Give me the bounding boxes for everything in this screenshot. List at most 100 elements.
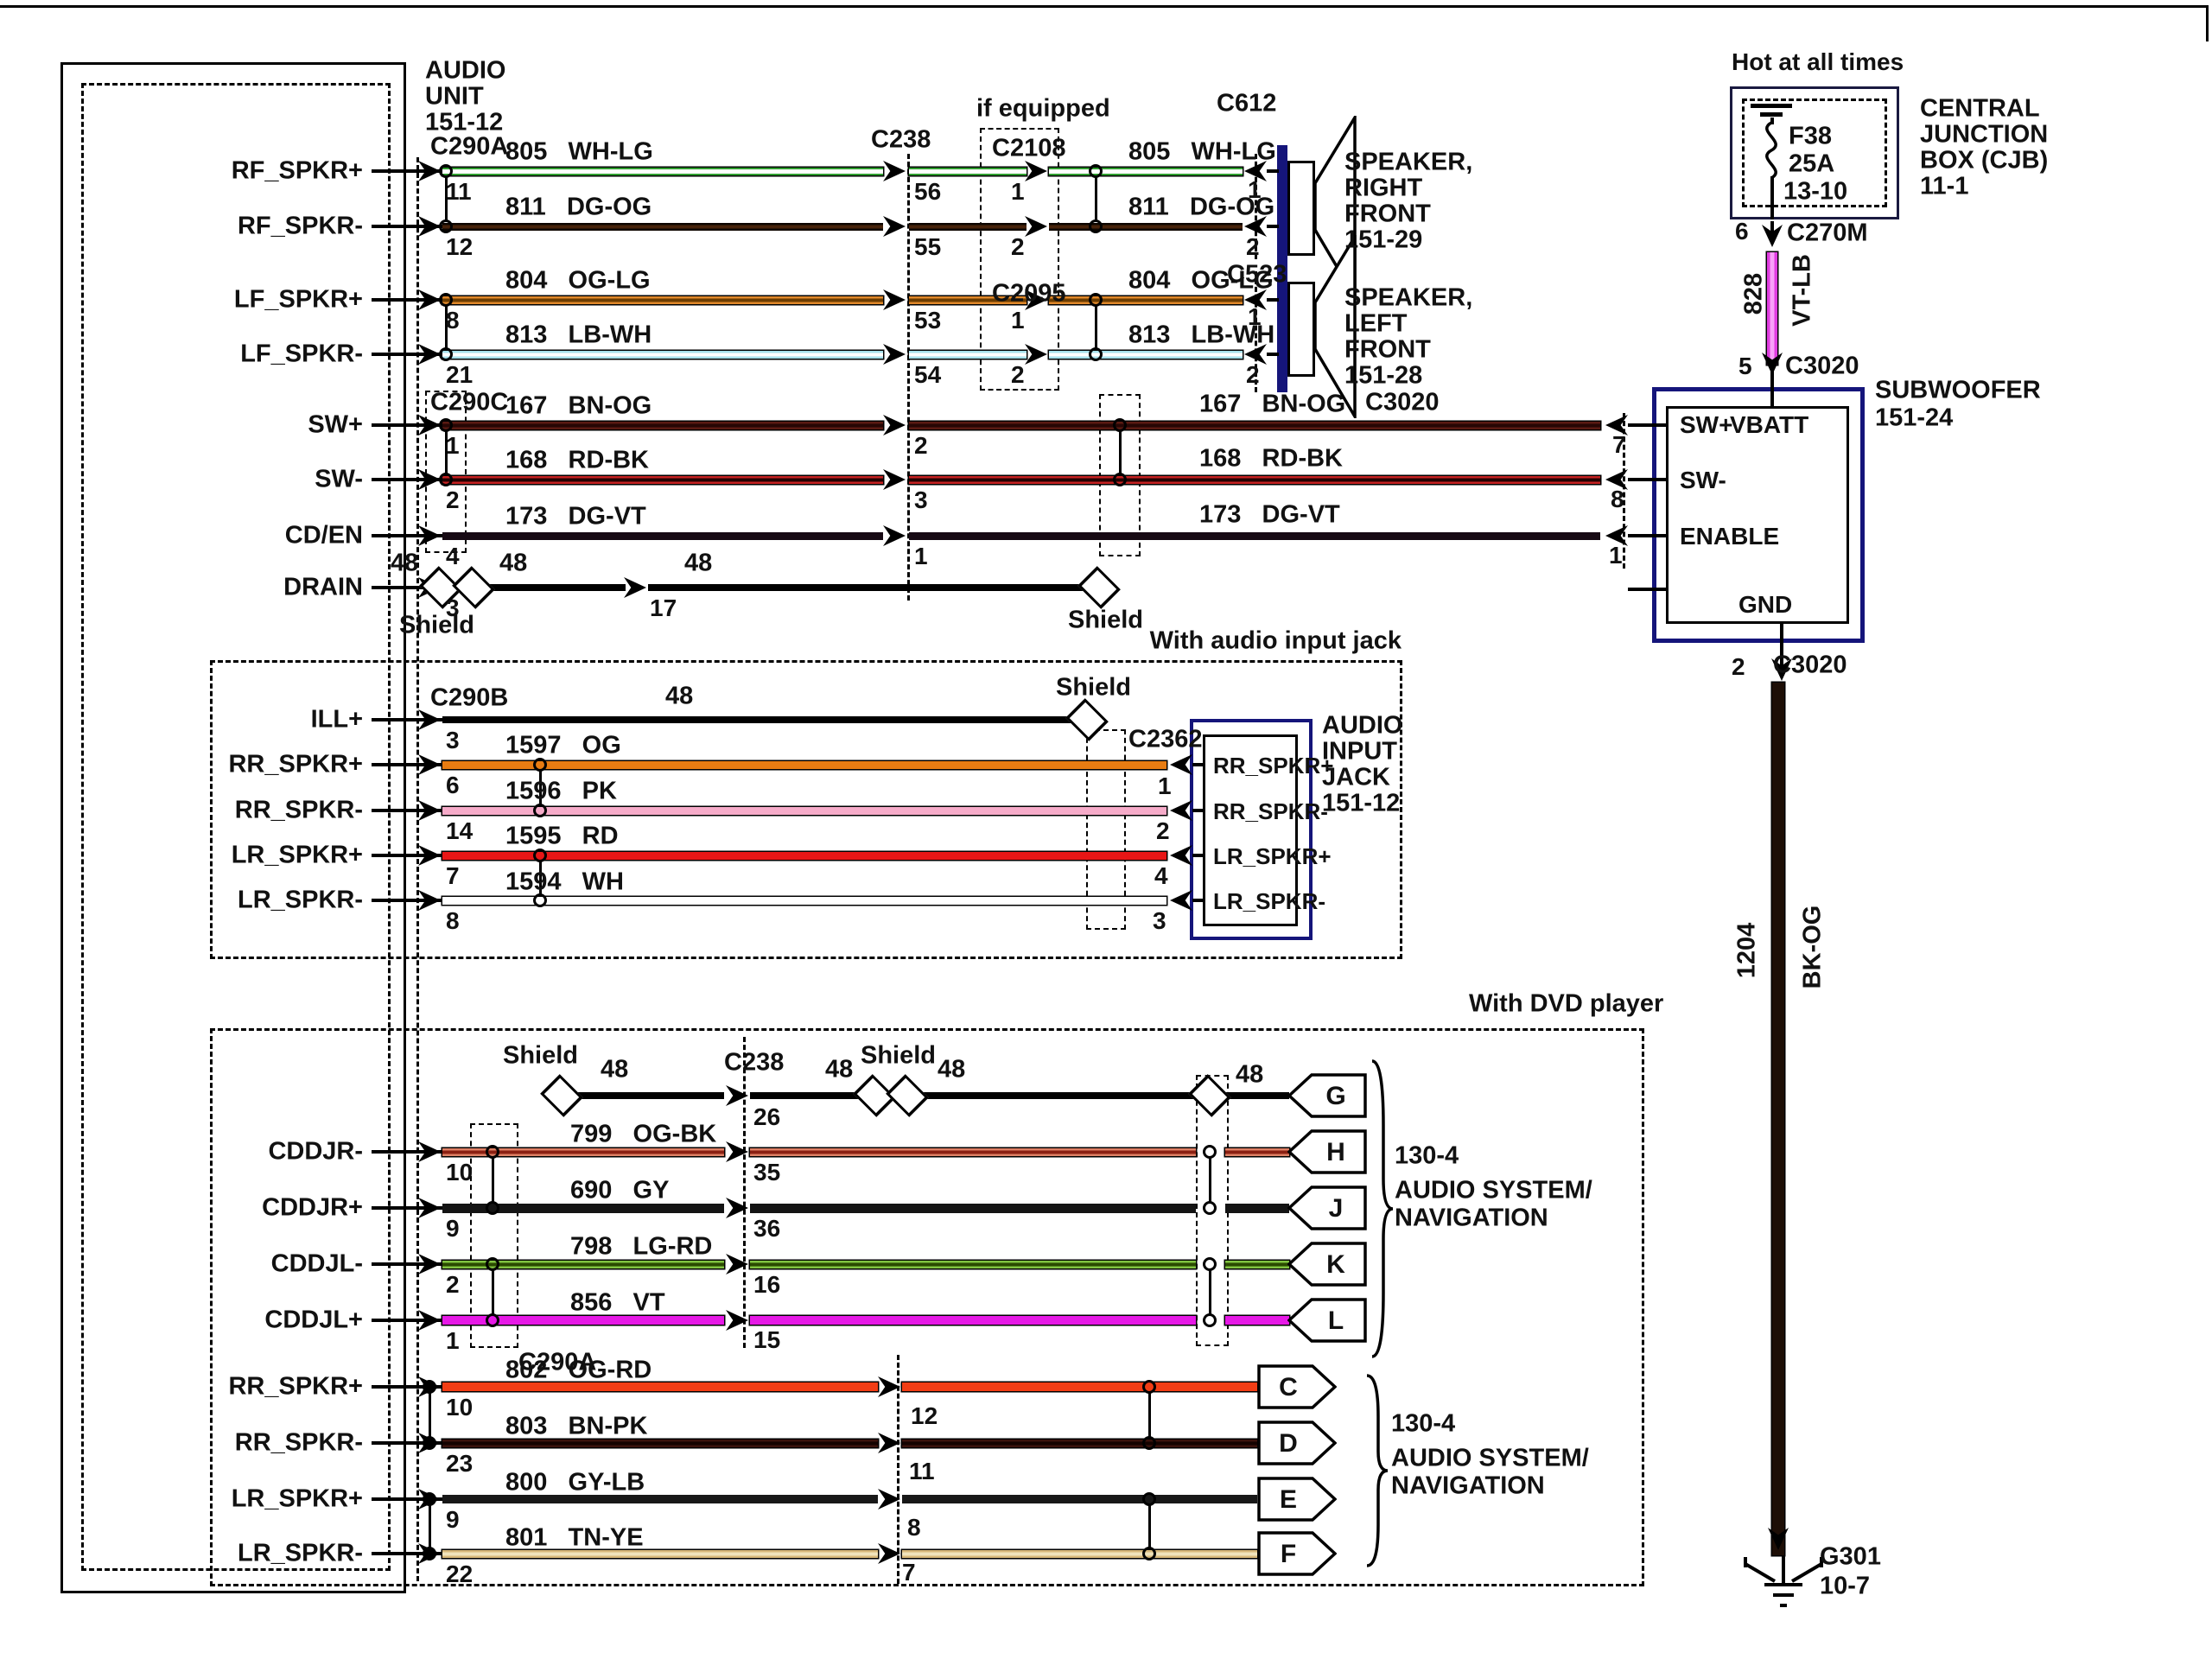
twist-link-ring [1142,1547,1156,1560]
connector-flag-H: H [1287,1129,1367,1179]
twist-link-ring [1203,1257,1217,1271]
line [1192,763,1203,766]
label: SW- [315,465,363,493]
wire-856-VT [1225,1316,1289,1325]
twist-link-ring [423,1547,436,1560]
label: RR_SPKR- [234,1428,363,1457]
label: CDDJR+ [262,1193,363,1222]
label: LEFT [1344,309,1408,338]
dvd-player-section [210,1028,1644,1586]
wire-803-BN-PK [902,1439,1257,1447]
label: RIGHT [1344,174,1423,202]
label: LR_SPKR+ [231,841,363,869]
line [1770,370,1774,406]
if-equipped-box [980,128,1059,391]
audio-input-jack-section [210,660,1402,959]
twist-link-ring [486,1145,499,1159]
line [1780,624,1783,677]
battery-bar [1760,112,1783,117]
line [1628,423,1666,427]
label: 151-12 [1322,789,1401,817]
wire-856-VT [442,1316,724,1325]
label: C238 [724,1048,785,1077]
line [372,899,442,902]
wire-805-WH-LG [442,167,883,175]
label: 151-24 [1875,404,1954,432]
connector-dash-line [1623,413,1625,569]
wire-800-GY-LB [902,1495,1257,1503]
label: 2 [1732,653,1745,680]
twist-link-ring [1142,1380,1156,1394]
twist-link-line [1209,1157,1211,1203]
twist-link-line [445,430,448,474]
wire-arrow [883,469,906,490]
label: CDDJL- [270,1249,363,1278]
wire-48-shield [1220,1092,1289,1099]
wire-800-GY-LB [442,1495,878,1503]
audio-jack-inner [1203,734,1298,926]
label: F38 [1789,122,1832,150]
line [0,5,2209,8]
label: C2108 [992,134,1066,162]
label: 11 [909,1458,935,1484]
label: 805 WH-LG [505,137,653,166]
label: 800 GY-LB [505,1468,645,1497]
label: ILL+ [310,705,363,734]
label: C523 [1227,260,1287,289]
label: 804 OG-LG [505,266,651,295]
twist-link-ring [486,1201,499,1215]
twist-link-line [1095,176,1097,221]
line [372,478,442,481]
speaker-bar [1277,266,1287,392]
label: 2 [1011,233,1025,260]
label: LF_SPKR- [240,340,363,368]
wire-798-LG-RD [750,1260,1196,1268]
wire-48-shield [572,1092,724,1099]
label: 1596 PK [505,777,617,805]
twist-link-ring [439,347,453,361]
wire-828-VT-LB [1767,252,1777,365]
label: 1 [1609,542,1623,569]
label: 4 [446,543,460,569]
label: 48 [601,1055,629,1084]
label: 9 [446,1506,460,1533]
label: 9 [446,1215,460,1242]
twist-link-ring [1089,293,1103,307]
label: 2 [1246,361,1260,388]
label: 151-28 [1344,361,1423,390]
label: 3 [914,486,928,513]
label: 130-4 [1395,1141,1459,1170]
label: AUDIO SYSTEM/ [1391,1444,1589,1472]
connector-flag-E: E [1257,1477,1338,1526]
label: 7 [902,1559,916,1586]
twist-link-line [1148,1504,1151,1548]
twist-link-line [492,1269,494,1315]
twist-link-ring [1113,418,1127,432]
label: 6 [446,772,460,798]
wire-804-OG-LG [442,296,883,304]
label: Shield [861,1041,937,1070]
twist-link-line [539,770,542,805]
line [1770,118,1774,124]
label: JUNCTION [1920,120,2049,149]
label: 5 [1738,353,1752,379]
twist-link-line [1209,1269,1211,1315]
label: 1594 WH [505,868,624,896]
line [372,423,442,427]
twist-link-line [429,1504,431,1548]
twist-link-ring [1203,1145,1217,1159]
label: Hot at all times [1732,48,1904,75]
svg-text:K: K [1326,1250,1345,1279]
label: C612 [1217,89,1277,118]
label: SUBWOOFER [1875,376,2041,404]
label: With DVD player [1469,989,1664,1018]
speaker-horn-icon [1313,231,1357,423]
label: 55 [914,233,942,260]
label: 173 DG-VT [1199,500,1340,529]
wire-799-OG-BK [1225,1147,1289,1156]
label: 23 [446,1450,474,1477]
label: 173 DG-VT [505,502,646,531]
label: 2 [446,486,460,513]
label: Shield [1056,673,1132,702]
line [1628,478,1666,481]
